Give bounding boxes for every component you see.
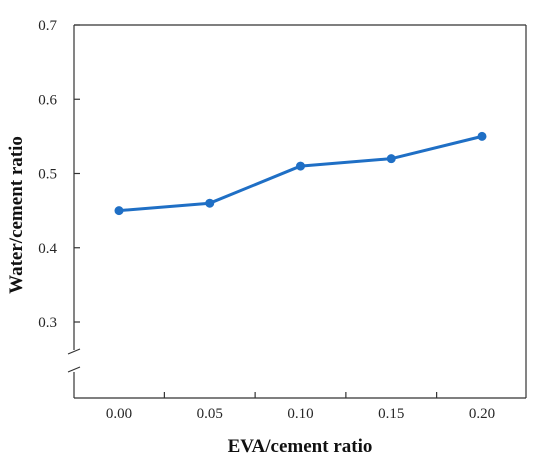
data-point <box>114 206 124 216</box>
data-point <box>477 131 487 141</box>
y-tick-label: 0.3 <box>38 315 57 331</box>
series-line <box>118 134 483 213</box>
x-tick-label: 0.10 <box>287 406 313 422</box>
y-axis-title: Water/cement ratio <box>6 136 27 294</box>
plot-frame-group <box>67 24 527 399</box>
x-axis-ticks: 0.00 0.05 0.10 0.15 0.20 <box>106 392 495 422</box>
x-tick-label: 0.05 <box>197 406 223 422</box>
y-tick-label: 0.4 <box>38 241 57 257</box>
x-tick-label: 0.20 <box>469 406 495 422</box>
x-tick-label: 0.15 <box>378 406 404 422</box>
series-layer <box>114 131 487 216</box>
axis-break-marker <box>67 348 81 373</box>
data-point <box>386 154 396 164</box>
data-point <box>296 161 305 171</box>
data-point <box>205 198 215 208</box>
y-axis-ticks: 0.3 0.4 0.5 0.6 0.7 <box>38 18 80 331</box>
y-tick-label: 0.6 <box>38 92 57 108</box>
x-tick-label: 0.00 <box>106 406 132 422</box>
x-axis-title: EVA/cement ratio <box>228 436 373 457</box>
y-tick-label: 0.5 <box>38 167 57 183</box>
y-tick-label: 0.7 <box>38 18 57 34</box>
